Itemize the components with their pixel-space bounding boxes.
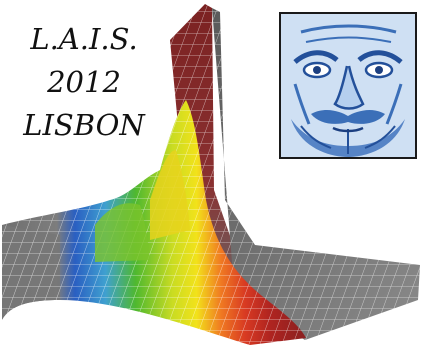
conference-title: L.A.I.S. 2012 LISBON xyxy=(4,18,164,147)
title-line-city: LISBON xyxy=(23,108,145,142)
title-line-acronym: L.A.I.S. xyxy=(30,22,138,56)
azulejo-face-tile-icon xyxy=(279,12,417,159)
surface-peak-green xyxy=(95,203,150,262)
surface-peak-yellow xyxy=(150,150,190,240)
title-line-year: 2012 xyxy=(47,65,121,99)
